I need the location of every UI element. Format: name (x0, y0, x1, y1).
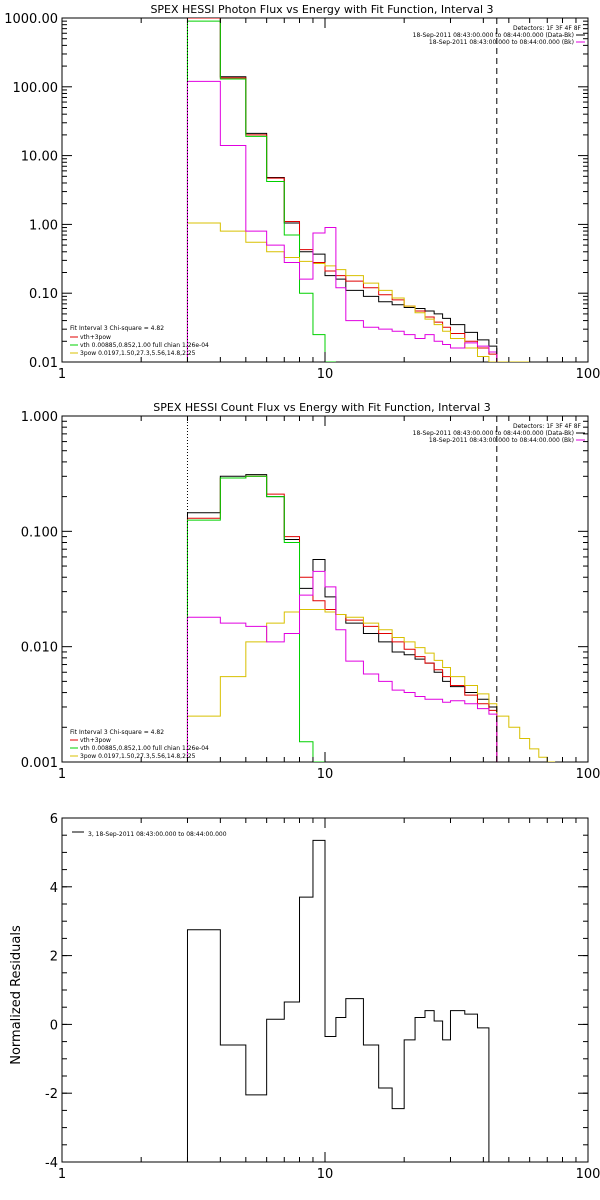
residuals-series-residuals (186, 839, 490, 1162)
count-flux-panel: SPEX HESSI Count Flux vs Energy with Fit… (21, 401, 600, 782)
photon-flux-y-tick-label: 0.01 (29, 356, 58, 371)
photon-flux-y-tick-label: 0.10 (29, 287, 58, 302)
count-flux-series-data-bk (186, 474, 498, 762)
photon-flux-plot-frame (61, 17, 589, 363)
count-flux-detectors-label: Detectors: 1F 3F 4F 8F (513, 423, 582, 430)
residuals-x-tick-label: 10 (317, 1167, 334, 1182)
photon-flux-x-tick-label: 1 (58, 367, 66, 382)
count-flux-y-tick-label: 1.000 (21, 410, 58, 425)
count-flux-y-tick-label: 0.001 (21, 756, 58, 771)
residuals-panel: Normalized Residuals 3, 18-Sep-2011 08:4… (9, 812, 600, 1182)
count-flux-legend-data-label: 18-Sep-2011 08:43:00.000 to 08:44:00.000… (413, 430, 574, 437)
count-flux-series-vth-3pow (186, 475, 498, 762)
count-flux-x-tick-label: 10 (317, 767, 334, 782)
photon-flux-title: SPEX HESSI Photon Flux vs Energy with Fi… (150, 3, 493, 16)
count-flux-legend-vth-label: vth 0.00885,0.852,1.00 full chian 1.26e-… (80, 745, 209, 752)
photon-flux-legend-vth-label: vth 0.00885,0.852,1.00 full chian 1.26e-… (80, 342, 209, 349)
residuals-x-tick-label: 1 (58, 1167, 66, 1182)
photon-flux-y-tick-label: 10.00 (21, 150, 58, 165)
count-flux-y-tick-label: 0.010 (21, 641, 58, 656)
count-flux-x-tick-label: 1 (58, 767, 66, 782)
photon-flux-series-3pow (186, 222, 530, 362)
count-flux-x-tick-label: 100 (576, 767, 600, 782)
count-flux-title: SPEX HESSI Count Flux vs Energy with Fit… (153, 401, 490, 414)
count-flux-fit-label: Fit Interval 3 Chi-square = 4.82 (70, 729, 164, 736)
residuals-y-tick-label: 2 (50, 950, 58, 965)
photon-flux-legend-3pow-label: 3pow 0.0197,1.50,27.3,5.56,14.8,2.25 (80, 350, 196, 357)
photon-flux-series-data-bk (186, 18, 498, 362)
residuals-y-tick-label: 4 (50, 881, 58, 896)
count-flux-series-vth (186, 475, 325, 762)
residuals-y-tick-label: 0 (50, 1018, 58, 1033)
residuals-y-tick-label: 6 (50, 812, 58, 827)
photon-flux-legend-model-label: vth+3pow (80, 334, 111, 341)
count-flux-legend-3pow-label: 3pow 0.0197,1.50,27.3,5.56,14.8,2.25 (80, 753, 196, 760)
photon-flux-legend-data-label: 18-Sep-2011 08:43:00.000 to 08:44:00.000… (413, 32, 574, 39)
count-flux-series-bk (186, 570, 498, 762)
photon-flux-x-tick-label: 100 (576, 367, 600, 382)
count-flux-legend-model-label: vth+3pow (80, 737, 111, 744)
photon-flux-series-vth (186, 20, 336, 362)
photon-flux-detectors-label: Detectors: 1F 3F 4F 8F (513, 25, 582, 32)
residuals-y-axis-label: Normalized Residuals (9, 925, 24, 1065)
photon-flux-series-bk (186, 80, 498, 362)
photon-flux-y-tick-label: 1.00 (29, 218, 58, 233)
residuals-x-tick-label: 100 (576, 1167, 600, 1182)
count-flux-legend-bk-label: 18-Sep-2011 08:43:00.000 to 08:44:00.000… (429, 437, 574, 444)
photon-flux-y-tick-label: 100.00 (13, 81, 59, 96)
count-flux-series-3pow (186, 609, 556, 762)
photon-flux-plot-area (186, 18, 530, 362)
count-flux-plot-area (186, 474, 556, 762)
photon-flux-panel: SPEX HESSI Photon Flux vs Energy with Fi… (4, 3, 600, 382)
residuals-y-tick-label: -2 (45, 1087, 58, 1102)
photon-flux-x-tick-label: 10 (317, 367, 334, 382)
photon-flux-y-tick-label: 1000.00 (4, 12, 58, 27)
residuals-y-tick-label: -4 (45, 1156, 58, 1171)
photon-flux-fit-label: Fit Interval 3 Chi-square = 4.82 (70, 325, 164, 332)
photon-flux-legend-bk-label: 18-Sep-2011 08:43:00.000 to 08:44:00.000… (429, 39, 574, 46)
photon-flux-series-vth-3pow (186, 18, 498, 362)
residuals-legend-label: 3, 18-Sep-2011 08:43:00.000 to 08:44:00.… (88, 831, 227, 838)
count-flux-y-tick-label: 0.100 (21, 525, 58, 540)
residuals-plot-area (186, 839, 490, 1162)
